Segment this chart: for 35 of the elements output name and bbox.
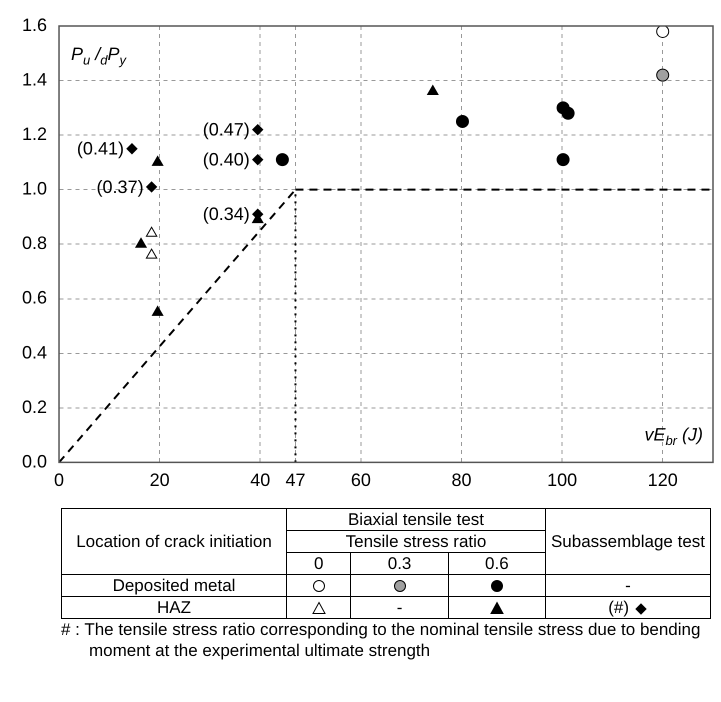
text: # : The tensile stress ratio corresponding to the nominal tensile stress due to bending moment at the experimental ultimate strength [61, 619, 702, 661]
text: - [546, 574, 710, 596]
annotation: (0.34) [202, 204, 250, 224]
x-tick-label: 40 [250, 470, 270, 490]
text: 0 [286, 552, 351, 574]
annotation: (0.47) [202, 120, 250, 140]
y-tick-label: 1.4 [22, 70, 48, 90]
y-tick-label: 0.8 [22, 233, 48, 254]
text: Location of crack initiation [62, 508, 286, 574]
y-tick-label: 1.6 [22, 14, 48, 35]
text: 0.6 [448, 552, 546, 574]
text: HAZ [62, 596, 286, 618]
y-tick-label: 0.4 [22, 342, 48, 362]
y-tick-label: 1.0 [22, 178, 48, 199]
text: (#) [546, 596, 710, 618]
text: - [350, 596, 448, 618]
annotation: (0.37) [96, 176, 144, 197]
text: 0.3 [350, 552, 448, 574]
text: Deposited metal [62, 574, 286, 596]
y-tick-label: 0.6 [22, 288, 48, 308]
x-tick-label: 120 [648, 470, 678, 490]
text: Biaxial tensile test [286, 508, 546, 530]
text: Subassemblage test [546, 508, 710, 574]
x-tick-label: 80 [451, 470, 472, 490]
x-tick-label: 100 [547, 470, 578, 490]
x-tick-label: 60 [350, 470, 371, 490]
text: Tensile stress ratio [286, 530, 546, 552]
annotation: (0.40) [202, 150, 250, 170]
annotation: (0.41) [76, 138, 124, 159]
x-tick-label: 0 [54, 470, 64, 490]
x-tick-label: 47 [285, 470, 306, 490]
x-tick-label: 20 [150, 470, 170, 490]
y-tick-label: 0.2 [22, 396, 48, 417]
y-tick-label: 0.0 [22, 451, 48, 472]
y-tick-label: 1.2 [22, 124, 48, 144]
